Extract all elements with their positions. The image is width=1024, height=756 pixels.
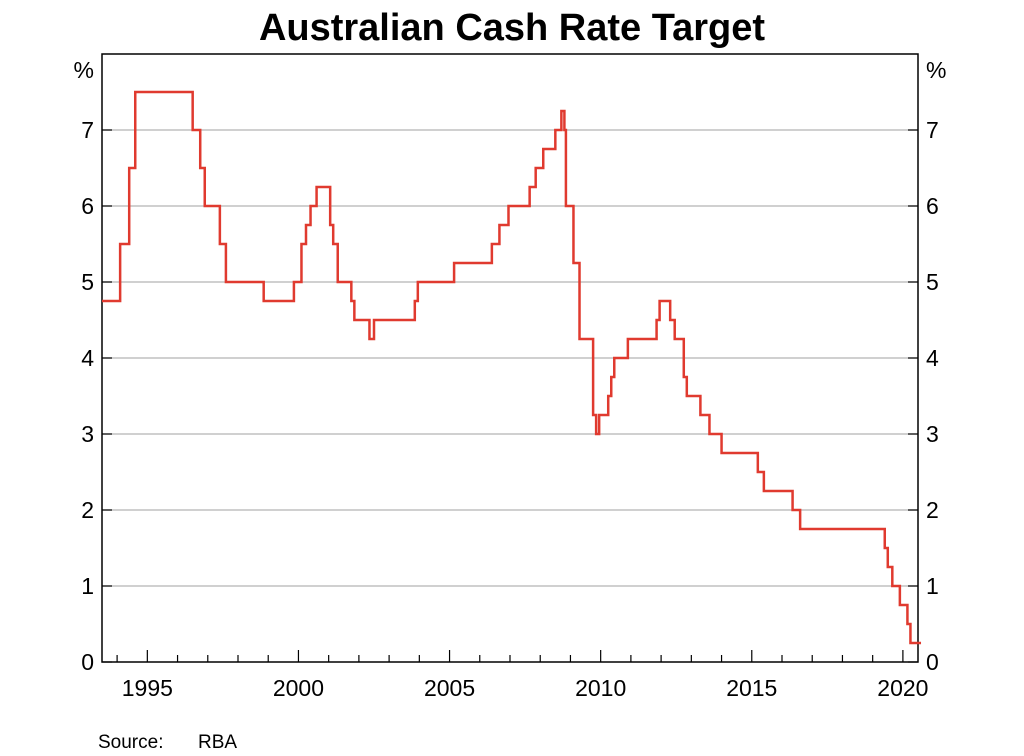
y-tick-label-right: 1	[926, 573, 939, 599]
y-axis-unit-left: %	[74, 57, 94, 83]
y-tick-label-left: 0	[81, 649, 94, 675]
series-line-cash-rate	[102, 90, 922, 645]
y-axis-unit-right: %	[926, 57, 946, 83]
x-tick-label: 2020	[877, 675, 928, 701]
y-tick-label-right: 5	[926, 269, 939, 295]
y-tick-label-left: 5	[81, 269, 94, 295]
y-tick-label-right: 7	[926, 117, 939, 143]
y-tick-label-left: 1	[81, 573, 94, 599]
x-tick-label: 2015	[726, 675, 777, 701]
gridlines	[102, 129, 918, 587]
y-tick-label-left: 4	[81, 345, 94, 371]
tick-labels: 0 0 1 1 2 2 3 3 4 4 5 5 6 6 7 7 1995 2000 2005 2010 2015 2020	[81, 117, 939, 701]
y-tick-label-right: 3	[926, 421, 939, 447]
y-tick-label-left: 2	[81, 497, 94, 523]
y-tick-label-left: 6	[81, 193, 94, 219]
chart-title: Australian Cash Rate Target	[259, 7, 765, 49]
x-tick-label: 2000	[273, 675, 324, 701]
x-tick-label: 2010	[575, 675, 626, 701]
y-tick-label-right: 2	[926, 497, 939, 523]
x-tick-label: 1995	[122, 675, 173, 701]
y-tick-label-right: 4	[926, 345, 939, 371]
source-label: Source:	[98, 732, 163, 753]
y-tick-label-left: 7	[81, 117, 94, 143]
y-tick-label-left: 3	[81, 421, 94, 447]
source-value: RBA	[198, 732, 237, 753]
y-tick-label-right: 0	[926, 649, 939, 675]
y-tick-label-right: 6	[926, 193, 939, 219]
axis-ticks	[102, 129, 918, 663]
x-tick-label: 2005	[424, 675, 475, 701]
